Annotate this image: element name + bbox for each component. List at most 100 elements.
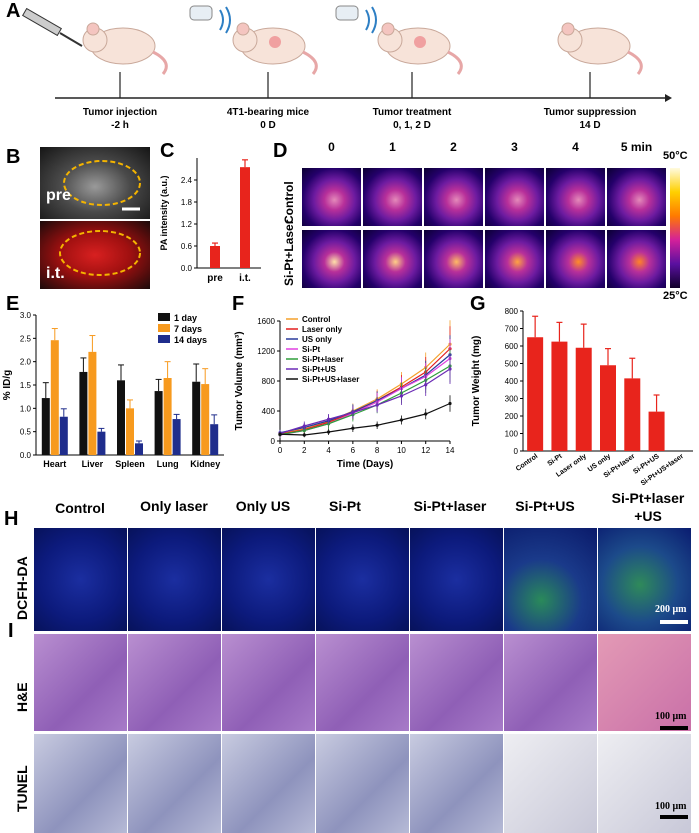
series-line [279, 365, 451, 436]
he-image [316, 634, 409, 731]
y-axis-label: Tumor Weight (mg) [471, 336, 482, 427]
y-tick-label: 500 [505, 360, 519, 369]
ultrasound-probe-icon [335, 5, 377, 34]
y-tick-label: 2.0 [20, 358, 32, 367]
legend-label: Si-Pt [302, 345, 321, 354]
thermal-image [302, 168, 361, 226]
time-label: 4 [572, 140, 579, 154]
time-label: 3 [511, 140, 518, 154]
data-point [375, 423, 379, 427]
data-point [399, 418, 404, 422]
legend-label: Laser only [302, 325, 343, 334]
x-tick-label: Control [515, 453, 539, 473]
x-tick-label: Spleen [115, 459, 145, 469]
temperature-colorbar [670, 168, 680, 288]
timeline-event-sub: -2 h [111, 120, 129, 131]
x-tick-label: 6 [351, 446, 356, 455]
y-tick-label: 0.5 [20, 428, 32, 437]
column-header: Only laser [140, 498, 208, 514]
y-tick-label: 1.0 [20, 404, 32, 413]
thermal-image [363, 230, 422, 288]
y-tick-label: 0 [271, 437, 276, 446]
y-tick-label: 0.0 [20, 451, 32, 460]
bar [59, 416, 68, 455]
x-tick-label: Si-Pt [546, 453, 564, 468]
dcfh-image [410, 528, 503, 631]
timeline-event-title: Tumor treatment [372, 107, 452, 118]
y-tick-label: 800 [505, 307, 519, 316]
y-tick-label: 0 [514, 447, 519, 456]
chart-g: 0 100 200 300 400 500 600 700 800 Tumor Weight (m… [471, 307, 693, 488]
data-point [424, 412, 428, 416]
data-point [302, 433, 306, 437]
x-tick-label: 2 [302, 446, 307, 455]
he-image [222, 634, 315, 731]
tunel-image [34, 734, 127, 833]
panel-label-i: I [8, 620, 14, 642]
data-point [351, 426, 355, 430]
column-header: Si-Pt [329, 498, 361, 514]
colorbar-min: 25°C [663, 290, 688, 302]
timeline-event-sub: 0 D [260, 120, 276, 131]
y-tick-label: 1.5 [20, 381, 32, 390]
time-label: 5 min [620, 140, 653, 154]
bar [172, 419, 181, 455]
timeline-event-sub: 14 D [579, 120, 601, 131]
legend-label: Control [302, 315, 330, 324]
dcfh-image [222, 528, 315, 631]
panel-label-b: B [6, 146, 21, 168]
scale-bar-label-3: 100 μm [655, 801, 687, 812]
timeline-event-title: Tumor injection [82, 107, 158, 118]
bar [88, 351, 97, 455]
bar [201, 384, 210, 455]
x-tick-label: Heart [43, 459, 66, 469]
chart-e: 0.0 0.5 1.0 1.5 2.0 2.5 3.0 % ID/g Heart Liver Spl… [2, 311, 224, 469]
bar [50, 340, 59, 455]
panel-label-g: G [470, 293, 486, 315]
panel-label-a: A [6, 0, 21, 22]
thermal-image [424, 168, 483, 226]
tunel-image [504, 734, 597, 833]
scale-bar-label-2: 100 μm [655, 711, 687, 722]
data-point [326, 417, 331, 421]
x-tick-label: Liver [82, 459, 104, 469]
time-label: 2 [450, 140, 457, 154]
pa-image-pre: pre [40, 147, 150, 219]
column-header: Si-Pt+laser [413, 498, 487, 514]
dcfh-image [316, 528, 409, 631]
mouse-icon [232, 22, 318, 75]
time-label: 0 [328, 140, 335, 154]
panel-label-c: C [160, 140, 175, 162]
legend-label: Si-Pt+US [302, 365, 337, 374]
pa-image-it: i.t. [40, 221, 150, 289]
timeline-event-4: Tumor suppression 14 D [540, 107, 640, 131]
thermal-image [546, 168, 605, 226]
timeline-event-title: 4T1-bearing mice [226, 107, 310, 118]
bar [600, 365, 616, 451]
x-tick-label: 8 [375, 446, 380, 455]
legend-label: US only [302, 335, 332, 344]
y-axis-label: Tumor Volume (mm³) [234, 331, 245, 430]
row-label: Control [282, 181, 296, 224]
legend-swatch [158, 324, 170, 332]
column-header: Control [55, 500, 105, 516]
bar [527, 337, 544, 451]
bar [551, 341, 568, 451]
x-tick-label: 0 [278, 446, 283, 455]
data-point [375, 403, 379, 407]
tunel-image [128, 734, 221, 833]
timeline-event-2: 4T1-bearing mice 0 D [218, 107, 318, 131]
ultrasound-probe-icon [189, 5, 231, 34]
dcfh-image [598, 528, 691, 631]
panel-label-e: E [6, 293, 20, 315]
thermal-image [485, 230, 544, 288]
y-tick-label: 1600 [257, 317, 275, 326]
data-point [399, 394, 404, 398]
x-tick-label: 14 [446, 446, 455, 455]
x-tick-label: Si-Pt+US+laser [640, 453, 685, 488]
series-line [279, 368, 451, 435]
y-tick-label: 200 [505, 412, 519, 421]
bar [192, 381, 201, 455]
tunel-image [222, 734, 315, 833]
mouse-icon [557, 22, 643, 75]
